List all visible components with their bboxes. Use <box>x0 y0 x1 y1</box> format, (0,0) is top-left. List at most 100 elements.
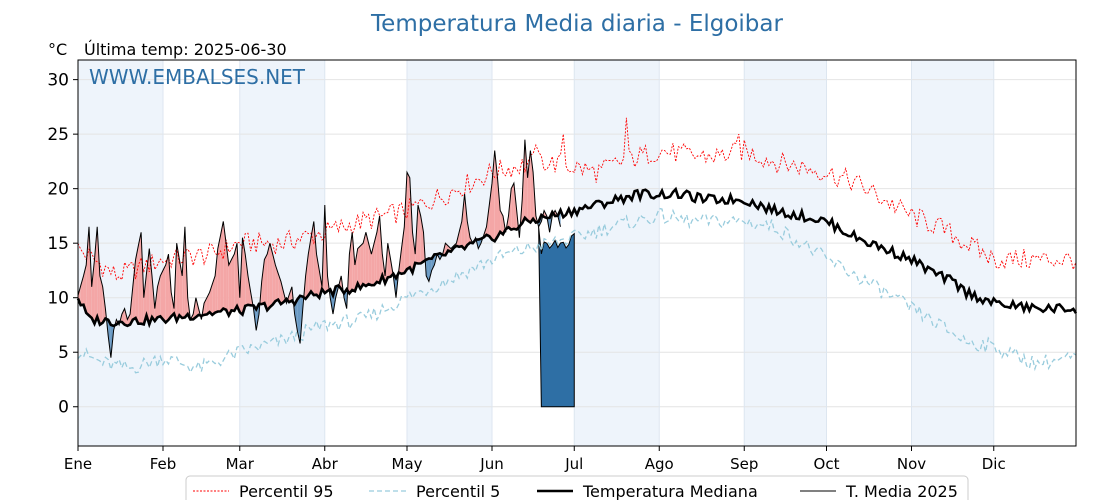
deviation-fill <box>379 215 383 284</box>
month-band-nov <box>911 60 994 446</box>
deviation-fill <box>86 226 89 316</box>
legend-box <box>185 475 969 500</box>
y-unit-label: °C <box>48 40 67 59</box>
deviation-fill <box>404 172 408 274</box>
deviation-fill <box>349 232 353 294</box>
y-tick-label: 15 <box>47 234 69 254</box>
deviation-fill <box>434 254 438 265</box>
series-line-median <box>76 186 1078 329</box>
deviation-fill <box>524 139 528 221</box>
month-bands <box>78 60 994 446</box>
deviation-fill <box>492 150 495 242</box>
deviation-fill <box>269 243 273 308</box>
y-tick-label: 10 <box>47 289 69 309</box>
deviation-fill <box>407 172 410 270</box>
deviation-fill <box>261 259 265 305</box>
x-tick-label-nov: Nov <box>897 455 926 473</box>
legend-p5: Percentil 5 <box>416 482 500 500</box>
x-tick-label-jul: Jul <box>564 455 583 473</box>
deviation-fill <box>195 297 199 318</box>
legend-p95: Percentil 95 <box>239 482 334 500</box>
deviation-fill <box>143 273 147 325</box>
x-tick-label-abr: Abr <box>312 455 339 473</box>
deviation-fill <box>401 226 405 274</box>
deviation-fill <box>242 237 246 315</box>
x-tick-label-oct: Oct <box>814 455 840 473</box>
y-tick-label: 20 <box>47 180 69 200</box>
deviation-fill <box>83 264 87 313</box>
y-tick-label: 30 <box>47 71 69 91</box>
deviation-fill <box>371 243 375 286</box>
deviation-fill <box>176 243 180 321</box>
deviation-fill <box>228 259 232 316</box>
deviation-fill <box>80 275 84 306</box>
deviation-fill <box>426 258 429 282</box>
y-tick-label: 5 <box>58 343 69 363</box>
series-line-p5 <box>77 207 1077 374</box>
deviation-fill <box>489 183 493 240</box>
deviation-fill <box>275 264 279 302</box>
x-tick-label-feb: Feb <box>150 455 177 473</box>
deviation-fill <box>316 254 320 298</box>
deviation-fill <box>157 275 161 318</box>
deviation-fill <box>138 232 142 324</box>
y-axis: 0 5 10 15 20 25 30 <box>47 71 78 418</box>
missing-data-block <box>538 226 575 408</box>
deviation-fill <box>428 258 432 282</box>
chart-title: Temperatura Media diaria - Elgoibar <box>370 11 783 37</box>
deviation-fill <box>459 221 462 247</box>
month-band-jul <box>574 60 660 446</box>
x-tick-label-dic: Dic <box>982 455 1006 473</box>
deviation-fill <box>500 210 503 235</box>
deviation-fill <box>135 245 139 324</box>
y-tick-label: 25 <box>47 125 69 145</box>
last-temp-label: Última temp: 2025-06-30 <box>84 40 287 59</box>
deviation-fill <box>357 245 361 289</box>
deviation-fill <box>511 183 514 230</box>
deviation-fill <box>365 232 369 286</box>
deviation-fill <box>305 254 309 299</box>
deviation-fill <box>280 281 284 305</box>
deviation-fill <box>165 254 169 323</box>
deviation-fill <box>160 270 163 320</box>
deviation-fill <box>294 299 298 331</box>
deviation-fill <box>417 205 421 264</box>
deviation-fill <box>149 248 153 325</box>
deviation-fill <box>245 254 248 306</box>
deviation-fill <box>220 221 224 312</box>
series-line-p95 <box>77 117 1077 281</box>
legend-median: Temperatura Mediana <box>582 482 758 500</box>
series-line-media2025 <box>77 139 561 358</box>
x-axis: Ene Feb Mar Abr May Jun Jul Ago Sep Oct Nov Dic <box>64 446 1006 473</box>
deviation-fill <box>99 275 103 325</box>
deviation-fill <box>264 254 268 311</box>
deviation-fill <box>91 259 95 324</box>
deviation-fill <box>368 243 372 286</box>
x-tick-label-ago: Ago <box>645 455 674 473</box>
deviation-fill <box>354 248 358 292</box>
deviation-fill <box>352 232 355 292</box>
deviation-fill <box>464 194 468 250</box>
month-band-sep <box>744 60 827 446</box>
deviation-fill <box>234 243 238 311</box>
x-tick-label-may: May <box>392 455 423 473</box>
x-tick-label-mar: Mar <box>226 455 255 473</box>
y-tick-label: 0 <box>58 398 69 418</box>
x-tick-label-jun: Jun <box>479 455 503 473</box>
deviation-fill <box>215 248 218 313</box>
deviation-fill <box>231 254 235 311</box>
deviation-fill <box>289 286 292 303</box>
deviation-fill <box>374 232 377 286</box>
deviation-fill <box>97 226 100 325</box>
deviation-fill <box>363 232 366 286</box>
plot-frame <box>77 59 1077 447</box>
deviation-fill <box>527 150 531 223</box>
deviation-fill <box>182 226 185 318</box>
deviation-fill <box>247 275 251 306</box>
watermark: WWW.EMBALSES.NET <box>89 65 306 89</box>
deviation-fill <box>267 243 270 311</box>
legend: Percentil 95 Percentil 5 Temperatura Med… <box>185 475 969 500</box>
x-tick-label-sep: Sep <box>730 455 758 473</box>
deviation-fill <box>162 264 166 323</box>
